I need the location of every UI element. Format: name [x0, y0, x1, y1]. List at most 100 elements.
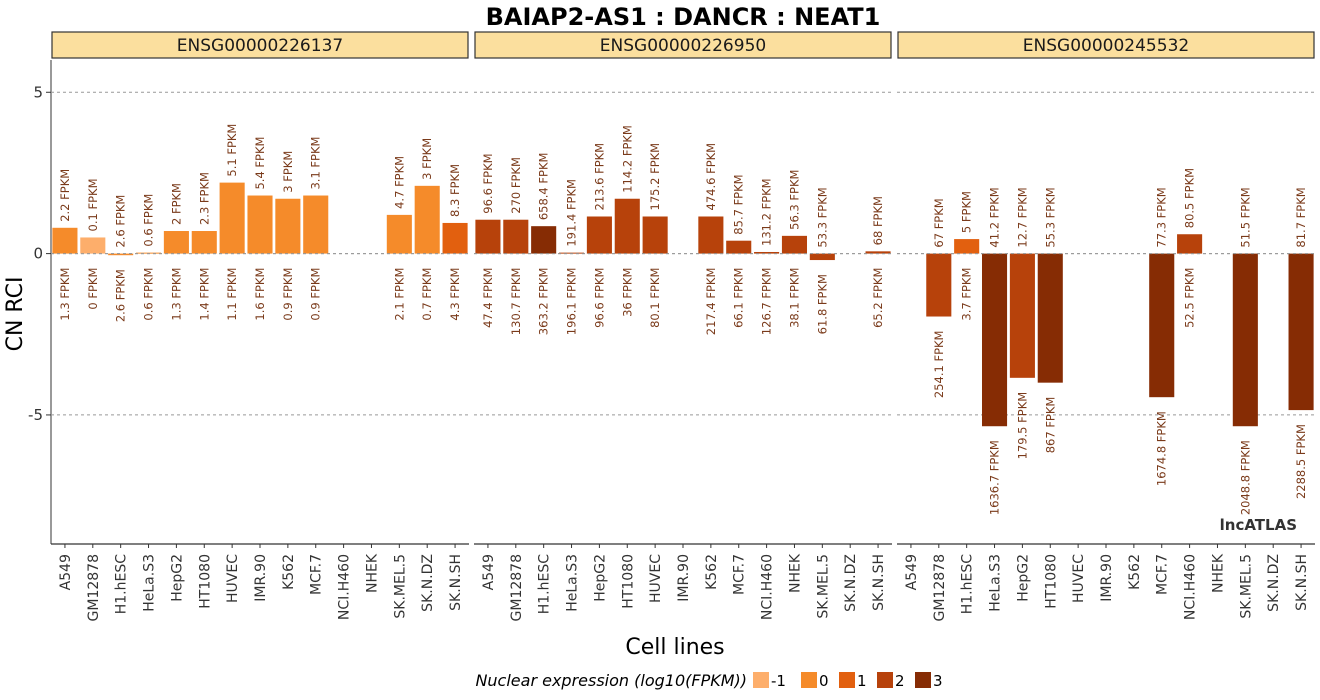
cytoplasmic-fpkm-label: 131.2 FPKM [760, 178, 774, 246]
legend-item: 3 [915, 672, 943, 690]
x-tick-label: SK.MEL.5 [815, 554, 831, 619]
cytoplasmic-fpkm-label: 3 FPKM [420, 138, 434, 180]
cytoplasmic-fpkm-label: 270 FPKM [509, 157, 523, 214]
x-tick-label: HepG2 [169, 554, 185, 602]
cytoplasmic-fpkm-label: 55.3 FPKM [1043, 187, 1057, 247]
facet-strips: ENSG00000226137 ENSG00000226950 ENSG000002… [51, 31, 1315, 59]
plot-area: 5 0 -5 A549 2.2 FPKM 1.3 FPKM GM12878 0.1 FPKM 0… [28, 60, 1315, 621]
legend-swatch [801, 672, 817, 688]
nuclear-fpkm-label: 130.7 FPKM [509, 268, 523, 336]
legend-item: -1 [753, 672, 786, 690]
nuclear-fpkm-label: 179.5 FPKM [1015, 392, 1029, 460]
cytoplasmic-fpkm-label: 3.1 FPKM [309, 137, 323, 190]
nuclear-fpkm-label: 0.9 FPKM [309, 268, 323, 321]
legend-label: 2 [895, 672, 905, 690]
bar [52, 227, 78, 254]
x-tick-label: MCF.7 [1155, 554, 1171, 595]
bar [475, 219, 501, 254]
nuclear-fpkm-label: 254.1 FPKM [932, 331, 946, 399]
x-tick-label: NCI.H460 [337, 554, 353, 620]
cytoplasmic-fpkm-label: 114.2 FPKM [620, 125, 634, 193]
cytoplasmic-fpkm-label: 4.7 FPKM [392, 156, 406, 209]
cytoplasmic-fpkm-label: 67 FPKM [932, 198, 946, 247]
nuclear-fpkm-label: 0 FPKM [86, 268, 100, 310]
watermark: lncATLAS [1220, 516, 1297, 534]
cytoplasmic-fpkm-label: 175.2 FPKM [648, 143, 662, 211]
bar [698, 216, 724, 254]
legend-label: -1 [771, 672, 786, 690]
x-tick-label: HUVEC [648, 554, 664, 603]
facet-strip-label: ENSG00000245532 [1023, 36, 1189, 56]
nuclear-fpkm-label: 126.7 FPKM [760, 268, 774, 336]
facet-panel: A549 GM12878 67 FPKM 254.1 FPKM H1.hESC 5 FPK… [897, 91, 1315, 621]
bar [163, 231, 189, 254]
legend-title: Nuclear expression (log10(FPKM)) [475, 671, 747, 690]
cytoplasmic-fpkm-label: 80.5 FPKM [1183, 168, 1197, 228]
nuclear-fpkm-label: 61.8 FPKM [815, 274, 829, 334]
cytoplasmic-fpkm-label: 53.3 FPKM [815, 187, 829, 247]
bar [108, 253, 134, 256]
bar [614, 198, 640, 254]
cytoplasmic-fpkm-label: 96.6 FPKM [481, 153, 495, 213]
cytoplasmic-fpkm-label: 81.7 FPKM [1294, 187, 1308, 247]
nuclear-fpkm-label: 65.2 FPKM [871, 268, 885, 328]
x-tick-label: HT1080 [620, 554, 636, 609]
nuclear-fpkm-label: 2.1 FPKM [392, 268, 406, 321]
nuclear-fpkm-label: 3.7 FPKM [960, 268, 974, 321]
nuclear-fpkm-label: 1.3 FPKM [58, 268, 72, 321]
x-tick-label: H1.hESC [537, 554, 553, 614]
bar [1288, 253, 1314, 411]
nuclear-fpkm-label: 363.2 FPKM [537, 268, 551, 336]
x-tick-label: GM12878 [509, 554, 525, 621]
x-tick-label: NHEK [1210, 553, 1226, 593]
cytoplasmic-fpkm-label: 474.6 FPKM [704, 143, 718, 211]
x-tick-label: A549 [481, 554, 497, 590]
bar [586, 216, 612, 254]
x-tick-label: SK.N.SH [871, 554, 887, 611]
x-tick-label: HepG2 [1015, 554, 1031, 602]
x-tick-label: HeLa.S3 [142, 554, 158, 612]
nuclear-fpkm-label: 0.9 FPKM [281, 268, 295, 321]
bar [303, 195, 329, 254]
bar [642, 216, 668, 254]
bar [191, 231, 217, 254]
facet-panel: A549 96.6 FPKM 47.4 FPKM GM12878 270 FPKM 130… [474, 91, 892, 621]
cytoplasmic-fpkm-label: 5.1 FPKM [225, 124, 239, 177]
x-tick-label: K562 [704, 554, 720, 590]
nuclear-fpkm-label: 0.6 FPKM [142, 268, 156, 321]
cytoplasmic-fpkm-label: 5.4 FPKM [253, 137, 267, 190]
cytoplasmic-fpkm-label: 2.3 FPKM [197, 172, 211, 225]
nuclear-fpkm-label: 4.3 FPKM [448, 268, 462, 321]
cytoplasmic-fpkm-label: 68 FPKM [871, 196, 885, 245]
legend-item: 1 [839, 672, 867, 690]
x-tick-label: MCF.7 [309, 554, 325, 595]
cytoplasmic-fpkm-label: 77.3 FPKM [1155, 187, 1169, 247]
cytoplasmic-fpkm-label: 2.2 FPKM [58, 169, 72, 222]
facet-strip-box [51, 31, 469, 59]
nuclear-fpkm-label: 96.6 FPKM [592, 268, 606, 328]
x-tick-label: NHEK [364, 553, 380, 593]
nuclear-fpkm-label: 1674.8 FPKM [1155, 411, 1169, 486]
bar [954, 239, 980, 254]
x-tick-label: IMR.90 [253, 554, 269, 602]
bar [275, 198, 301, 254]
cytoplasmic-fpkm-label: 56.3 FPKM [787, 170, 801, 230]
nuclear-fpkm-label: 2048.8 FPKM [1238, 440, 1252, 515]
legend-label: 0 [819, 672, 829, 690]
x-tick-label: IMR.90 [676, 554, 692, 602]
x-tick-label: NCI.H460 [1183, 554, 1199, 620]
cytoplasmic-fpkm-label: 0.1 FPKM [86, 178, 100, 231]
x-tick-label: GM12878 [86, 554, 102, 621]
cytoplasmic-fpkm-label: 41.2 FPKM [988, 187, 1002, 247]
y-tick-label: -5 [28, 406, 43, 424]
y-tick-label: 0 [33, 245, 43, 263]
bar [1232, 253, 1258, 427]
x-tick-label: SK.MEL.5 [392, 554, 408, 619]
facet-strip: ENSG00000245532 [897, 31, 1315, 59]
x-tick-label: K562 [1127, 554, 1143, 590]
legend-label: 1 [857, 672, 867, 690]
cytoplasmic-fpkm-label: 191.4 FPKM [565, 179, 579, 247]
bar [80, 237, 106, 254]
bar [442, 222, 468, 254]
